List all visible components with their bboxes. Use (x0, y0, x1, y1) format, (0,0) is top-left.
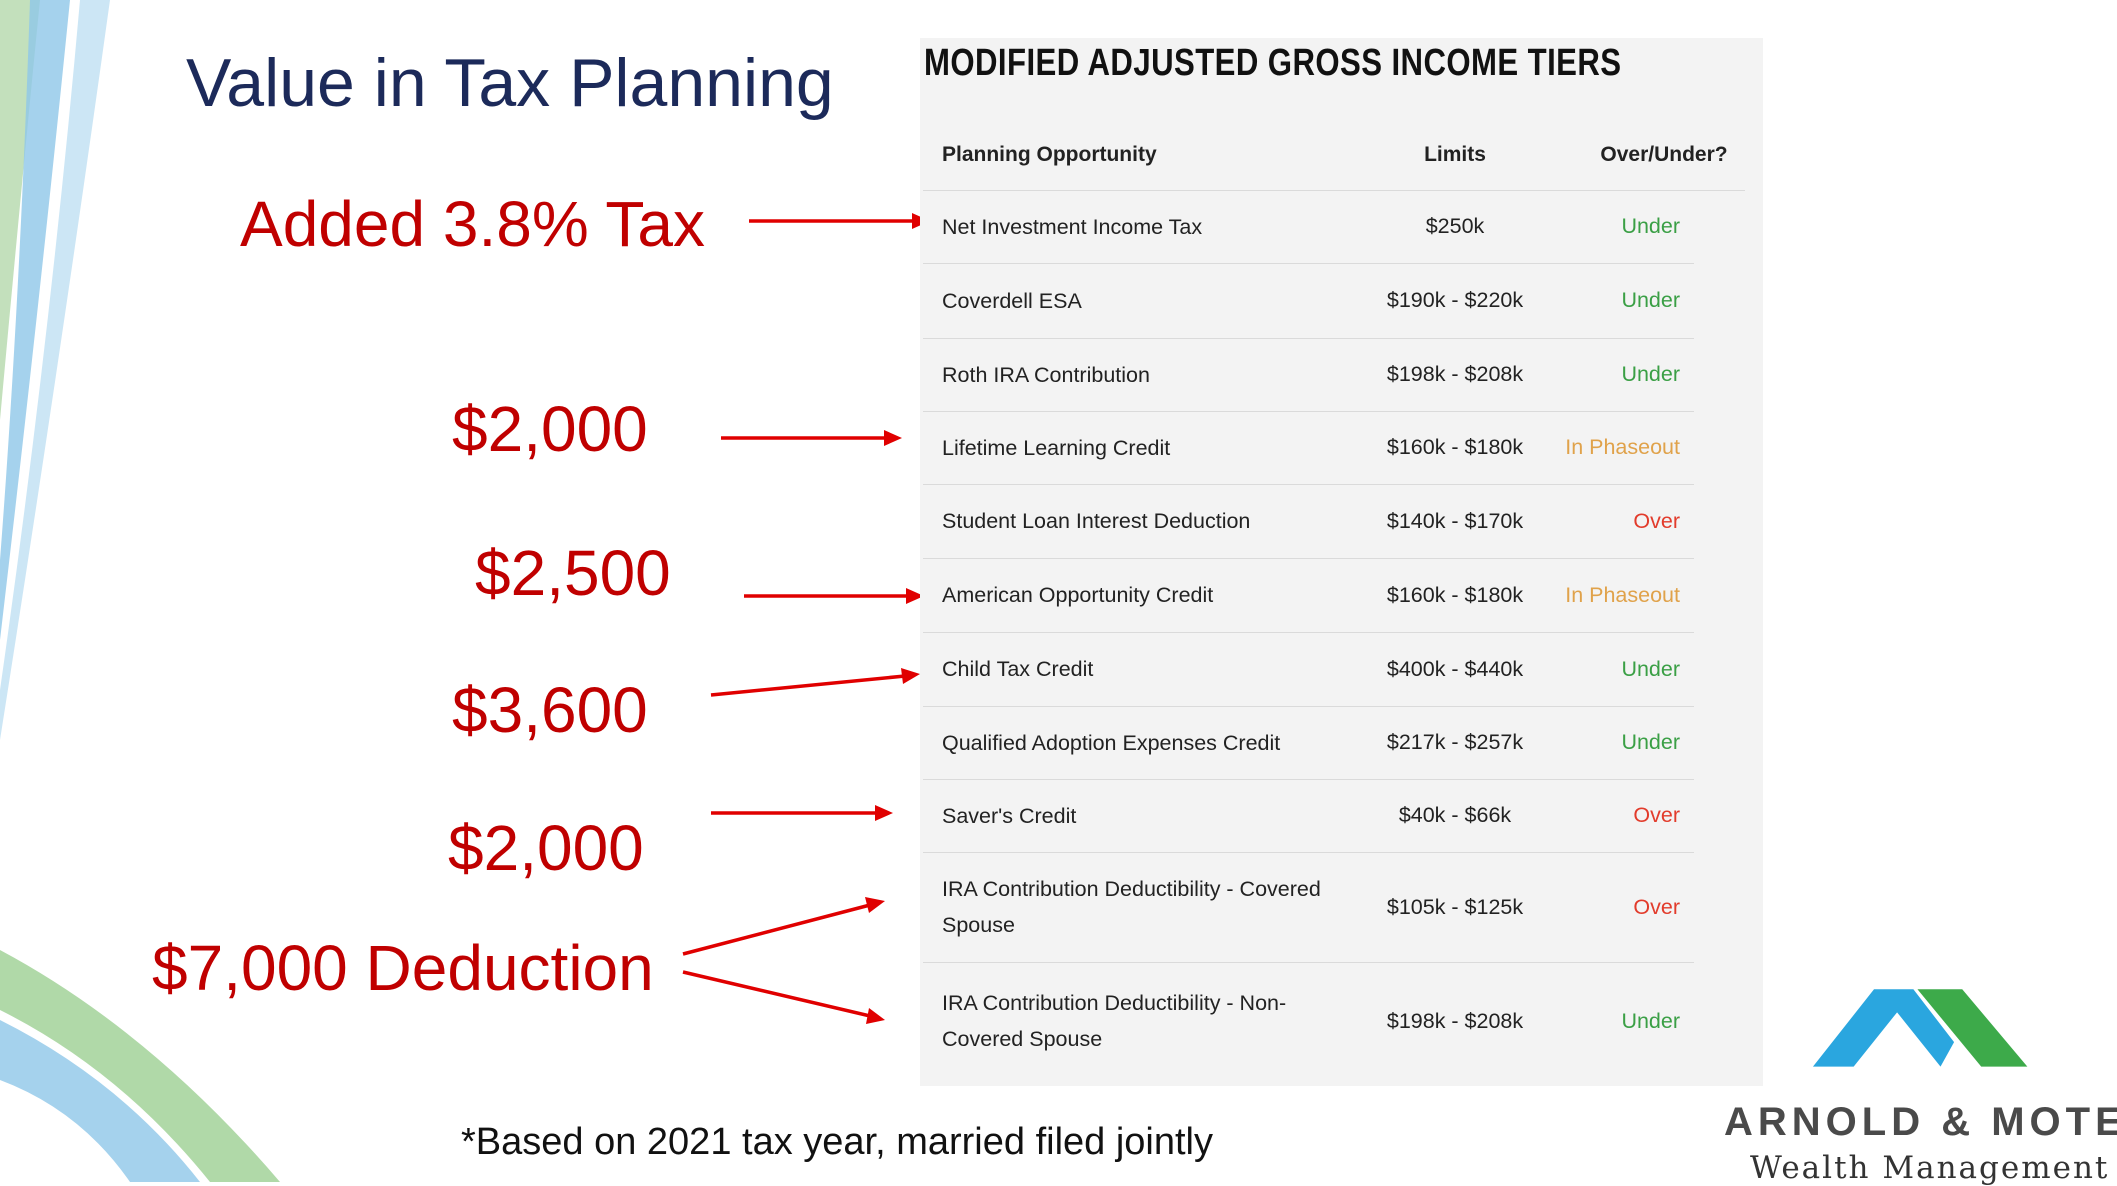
column-header: Limits (1424, 142, 1486, 166)
table-title: MODIFIED ADJUSTED GROSS INCOME TIERS (924, 42, 1622, 84)
logo-tagline: Wealth Management (1750, 1150, 2110, 1186)
table-row: IRA Contribution Deductibility - Covered… (923, 852, 1694, 963)
table-cell: Coverdell ESA (942, 288, 1082, 313)
logo-mark (1812, 989, 2028, 1067)
table-cell: $190k - $220k (1386, 288, 1524, 312)
table-row: Net Investment Income Tax $250k Under (923, 190, 1694, 264)
arrows (682, 213, 930, 1024)
table-cell: Student Loan Interest Deduction (942, 509, 1251, 533)
table-cell: $105k - $125k (1386, 894, 1524, 919)
table-cell: Roth IRA Contribution (942, 362, 1150, 387)
table-cell: Under (1621, 730, 1680, 754)
table-cell: Child Tax Credit (942, 657, 1094, 681)
table-row: Coverdell ESA $190k - $220k Under (923, 263, 1694, 339)
footnote: *Based on 2021 tax year, married filed j… (461, 1121, 1213, 1163)
table-row: Lifetime Learning Credit $160k - $180k In … (923, 411, 1694, 485)
table-row: IRA Contribution Deductibility - Non-Cov… (923, 962, 1694, 1080)
table-cell: $400k - $440k (1386, 656, 1524, 681)
table-cell: $217k - $257k (1386, 730, 1524, 754)
table-cell: Under (1621, 1008, 1680, 1033)
corner-stripe (0, 950, 280, 1182)
table-cell: In Phaseout (1565, 582, 1680, 607)
header-row: Planning Opportunity Limits Over/Under? (923, 119, 1745, 191)
table-row: Saver's Credit $40k - $66k Over (923, 779, 1694, 853)
table-cell: In Phaseout (1565, 435, 1680, 459)
table-cell: Qualified Adoption Expenses Credit (942, 730, 1281, 755)
table-cell: Under (1621, 656, 1680, 681)
logo-name: ARNOLD & MOTE (1724, 1100, 2117, 1144)
table-row: Roth IRA Contribution $198k - $208k Under (923, 338, 1694, 412)
left-stripe (0, 0, 70, 640)
table-cell: $250k (1425, 214, 1485, 238)
table-cell: Over (1633, 508, 1680, 533)
annotation: Added 3.8% Tax (240, 188, 705, 260)
table-cell: Over (1633, 803, 1680, 827)
slide-title: Value in Tax Planning (186, 45, 834, 121)
table-cell: $160k - $180k (1386, 435, 1524, 459)
left-stripe (0, 0, 40, 420)
table-cell: $40k - $66k (1398, 803, 1512, 827)
table-cell: Under (1621, 362, 1680, 386)
table-cell: Lifetime Learning Credit (942, 435, 1171, 460)
table-row: Student Loan Interest Deduction $140k - $… (923, 484, 1694, 559)
table-cell: $198k - $208k (1386, 1008, 1524, 1033)
table-cell: $160k - $180k (1386, 582, 1524, 607)
table-row: Qualified Adoption Expenses Credit $217k … (923, 706, 1694, 780)
table-cell: Under (1621, 288, 1680, 312)
table-cell: IRA Contribution Deductibility - Covered… (942, 877, 1321, 937)
table-cell: Saver's Credit (942, 803, 1077, 828)
corner-stripe (0, 1020, 200, 1182)
annotation: $2,000 (452, 393, 648, 465)
table-cell: $198k - $208k (1386, 362, 1524, 386)
table-cell: American Opportunity Credit (942, 583, 1214, 607)
table-cell: Net Investment Income Tax (942, 214, 1203, 239)
annotation: $2,000 (448, 812, 644, 884)
column-header: Planning Opportunity (942, 142, 1157, 166)
table-panel (920, 38, 1763, 1086)
column-header: Over/Under? (1600, 142, 1728, 166)
annotation: $2,500 (475, 537, 671, 609)
table-row: American Opportunity Credit $160k - $180k… (923, 558, 1694, 633)
left-stripe (0, 0, 110, 740)
table-cell: IRA Contribution Deductibility - Non-Cov… (942, 991, 1287, 1051)
table-row: Child Tax Credit $400k - $440k Under (923, 632, 1694, 707)
table-cell: Over (1633, 894, 1680, 919)
annotation: $3,600 (452, 674, 648, 746)
table-cell: Under (1621, 214, 1680, 238)
annotation: $7,000 Deduction (152, 932, 654, 1004)
table-cell: $140k - $170k (1386, 508, 1524, 533)
